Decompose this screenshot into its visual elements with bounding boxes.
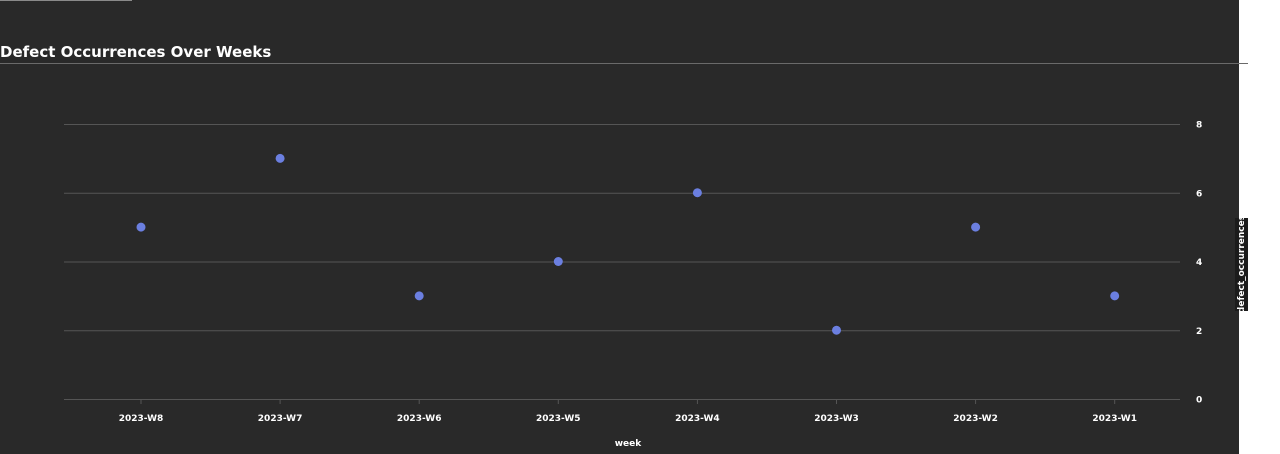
data-point[interactable] [692, 188, 702, 198]
title-divider [0, 63, 1239, 64]
data-point[interactable] [971, 222, 981, 232]
top-tab-indicator [0, 0, 132, 1]
data-point[interactable] [275, 153, 285, 163]
x-tick-label: 2023-W6 [397, 414, 442, 424]
chart-panel [0, 0, 1239, 454]
x-tick-label: 2023-W7 [258, 414, 303, 424]
y-tick-label: 0 [1196, 396, 1202, 406]
y-tick-label: 2 [1196, 327, 1202, 337]
x-tick-label: 2023-W8 [119, 414, 164, 424]
y-axis-label-background [1235, 218, 1248, 311]
y-axis-label-group: defect_occurrences [1235, 215, 1248, 313]
x-tick-label: 2023-W4 [675, 414, 720, 424]
title-divider-tail [1239, 63, 1248, 64]
grid-lines [64, 124, 1180, 400]
data-point[interactable] [136, 222, 146, 232]
y-tick-label: 4 [1196, 258, 1202, 268]
x-axis-ticks: 2023-W8 2023-W7 2023-W6 2023-W5 2023-W4 2023-… [119, 400, 1137, 424]
data-points [136, 153, 1120, 335]
x-tick-label: 2023-W1 [1092, 414, 1137, 424]
chart-title: Defect Occurrences Over Weeks [0, 43, 272, 61]
data-point[interactable] [414, 291, 424, 301]
x-tick-label: 2023-W3 [814, 414, 859, 424]
y-tick-label: 6 [1196, 189, 1202, 199]
x-tick-label: 2023-W5 [536, 414, 581, 424]
x-tick-label: 2023-W2 [953, 414, 998, 424]
y-tick-label: 8 [1196, 121, 1202, 131]
data-point[interactable] [832, 325, 841, 335]
y-axis-ticks: 0 2 4 6 8 [1196, 121, 1202, 406]
data-point[interactable] [553, 257, 563, 266]
y-axis-label: defect_occurrences [1237, 215, 1247, 313]
data-point[interactable] [1110, 291, 1120, 301]
x-axis-label: week [615, 439, 643, 449]
